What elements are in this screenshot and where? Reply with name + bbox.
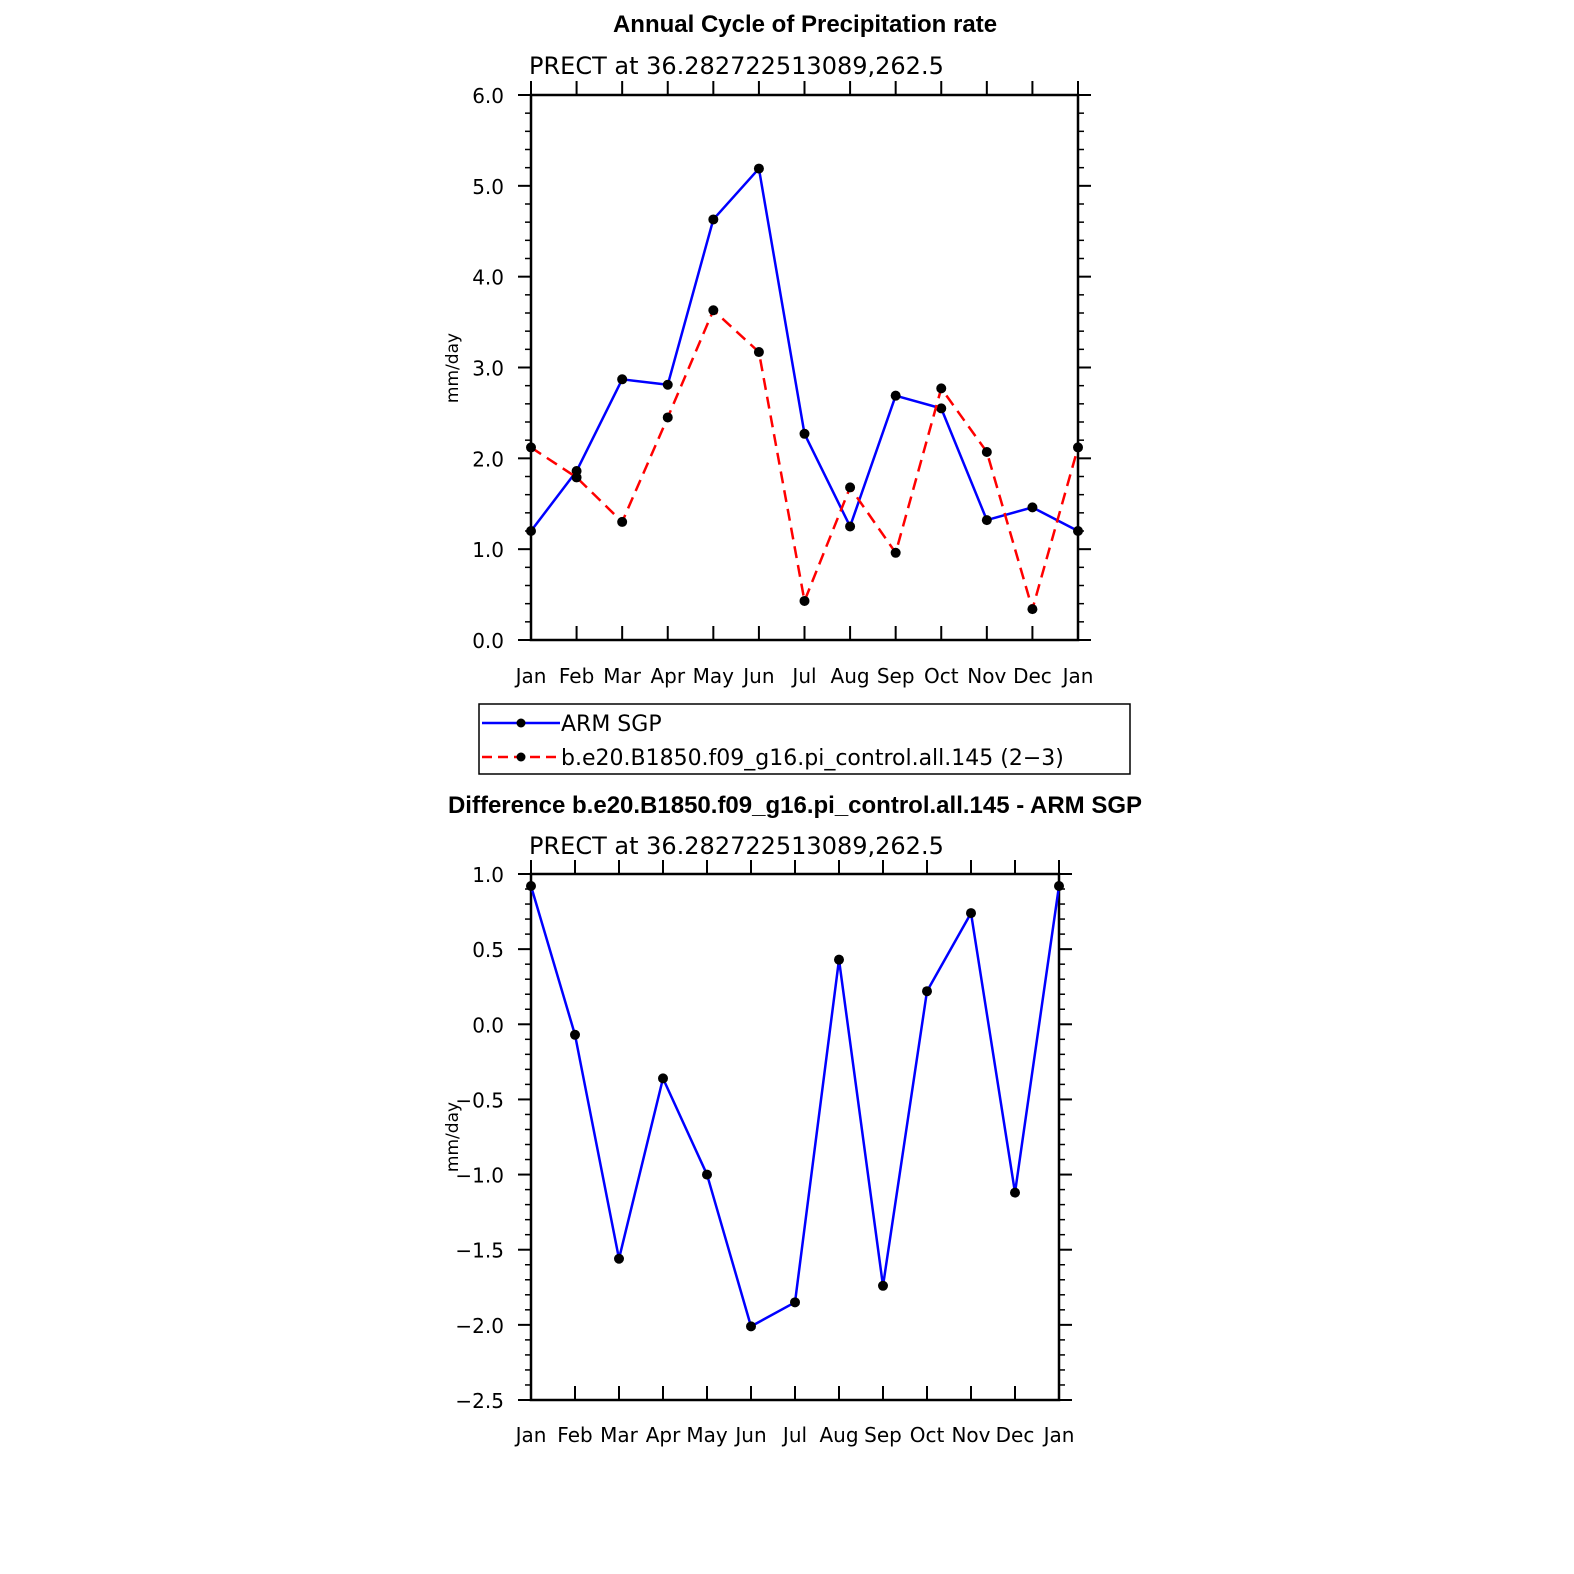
data-point [1027, 502, 1038, 513]
y-tick-label: 0.5 [472, 938, 504, 962]
legend: ARM SGP b.e20.B1850.f09_g16.pi_control.a… [478, 703, 1131, 775]
y-axis-label: mm/day [443, 1102, 463, 1172]
data-point [617, 374, 628, 385]
legend-label-model: b.e20.B1850.f09_g16.pi_control.all.145 (… [561, 746, 1064, 771]
data-point [708, 214, 719, 225]
data-point [936, 403, 947, 414]
legend-marker-model [516, 752, 526, 762]
y-tick-label: 3.0 [472, 357, 504, 381]
x-tick-label: Sep [877, 664, 915, 688]
x-tick-label: May [693, 664, 735, 688]
x-tick-label: Nov [951, 1423, 990, 1447]
x-tick-label: Feb [559, 664, 594, 688]
data-point [708, 305, 719, 316]
legend-label-arm-sgp: ARM SGP [561, 712, 662, 737]
x-tick-label: Aug [819, 1423, 858, 1447]
data-point [1010, 1187, 1020, 1198]
y-tick-label: 0.0 [472, 629, 504, 653]
data-point [936, 383, 947, 394]
x-tick-label: Oct [910, 1423, 945, 1447]
x-tick-label: Dec [996, 1423, 1035, 1447]
data-point [799, 595, 810, 606]
y-tick-label: 2.0 [472, 447, 504, 471]
plot-frame [529, 872, 1061, 1402]
data-point [834, 954, 844, 965]
data-point [1054, 881, 1064, 892]
data-point [614, 1253, 624, 1264]
x-tick-label: Mar [603, 664, 642, 688]
data-point [1027, 604, 1038, 615]
data-point [753, 347, 764, 358]
data-point [702, 1169, 712, 1180]
x-tick-label: Jun [733, 1423, 766, 1447]
series-line-0 [529, 885, 1061, 1328]
data-point [526, 526, 536, 536]
data-point [570, 1029, 580, 1040]
data-point [981, 446, 992, 457]
x-tick-label: Jun [741, 664, 774, 688]
x-tick-label: Nov [967, 664, 1006, 688]
x-tick-label: Apr [646, 1423, 681, 1447]
data-point [799, 428, 810, 439]
x-tick-label: Jul [781, 1423, 807, 1447]
y-tick-label: 0.0 [472, 1013, 504, 1037]
chart-subtitle: PRECT at 36.282722513089,262.5 [529, 832, 944, 860]
data-point [790, 1297, 800, 1308]
data-point [981, 515, 992, 526]
y-tick-label: −1.5 [455, 1239, 504, 1263]
series-line-0 [530, 167, 1079, 533]
y-axis-label: mm/day [443, 333, 463, 403]
y-tick-label: 4.0 [472, 266, 504, 290]
x-tick-label: Feb [557, 1423, 592, 1447]
data-point [922, 986, 932, 997]
annual-cycle-chart: Annual Cycle of Precipitation rate PRECT… [443, 11, 1093, 688]
x-tick-label: Jul [790, 664, 816, 688]
legend-box [478, 703, 1131, 775]
data-point [890, 390, 901, 401]
y-tick-label: 1.0 [472, 538, 504, 562]
data-point [746, 1321, 756, 1332]
x-tick-label: Jan [514, 1423, 547, 1447]
plot-frame [529, 93, 1080, 642]
data-point [1073, 526, 1083, 536]
data-point [617, 516, 628, 527]
data-point [662, 379, 673, 390]
data-point [753, 163, 764, 174]
y-tick-label: 6.0 [472, 84, 504, 108]
x-tick-label: Jan [514, 664, 547, 688]
x-tick-label: Sep [864, 1423, 902, 1447]
data-point [526, 442, 536, 453]
legend-marker-arm-sgp [516, 718, 526, 728]
x-tick-label: Jan [1042, 1423, 1075, 1447]
chart-title: Annual Cycle of Precipitation rate [613, 11, 997, 38]
y-tick-label: −0.5 [455, 1088, 504, 1112]
data-point [571, 472, 582, 483]
series-line-1 [530, 309, 1080, 611]
data-point [890, 547, 901, 558]
y-tick-label: −2.0 [455, 1314, 504, 1338]
data-point [658, 1073, 668, 1084]
data-point [845, 482, 856, 493]
data-point [845, 521, 856, 532]
difference-chart: Difference b.e20.B1850.f09_g16.pi_contro… [443, 792, 1142, 1447]
x-tick-label: Oct [924, 664, 959, 688]
x-tick-label: Aug [831, 664, 870, 688]
x-tick-label: Apr [650, 664, 685, 688]
x-tick-label: Jan [1061, 664, 1094, 688]
data-point [966, 908, 976, 919]
x-tick-label: May [686, 1423, 728, 1447]
y-tick-label: 1.0 [472, 863, 504, 887]
x-tick-label: Mar [600, 1423, 639, 1447]
data-point [1073, 442, 1083, 453]
data-point [662, 412, 673, 423]
data-point [878, 1280, 888, 1291]
y-tick-label: 5.0 [472, 175, 504, 199]
y-tick-label: −2.5 [455, 1389, 504, 1413]
data-point [526, 881, 536, 892]
chart-subtitle: PRECT at 36.282722513089,262.5 [529, 52, 944, 80]
x-tick-label: Dec [1013, 664, 1052, 688]
chart-title: Difference b.e20.B1850.f09_g16.pi_contro… [448, 792, 1142, 819]
y-tick-label: −1.0 [455, 1164, 504, 1188]
